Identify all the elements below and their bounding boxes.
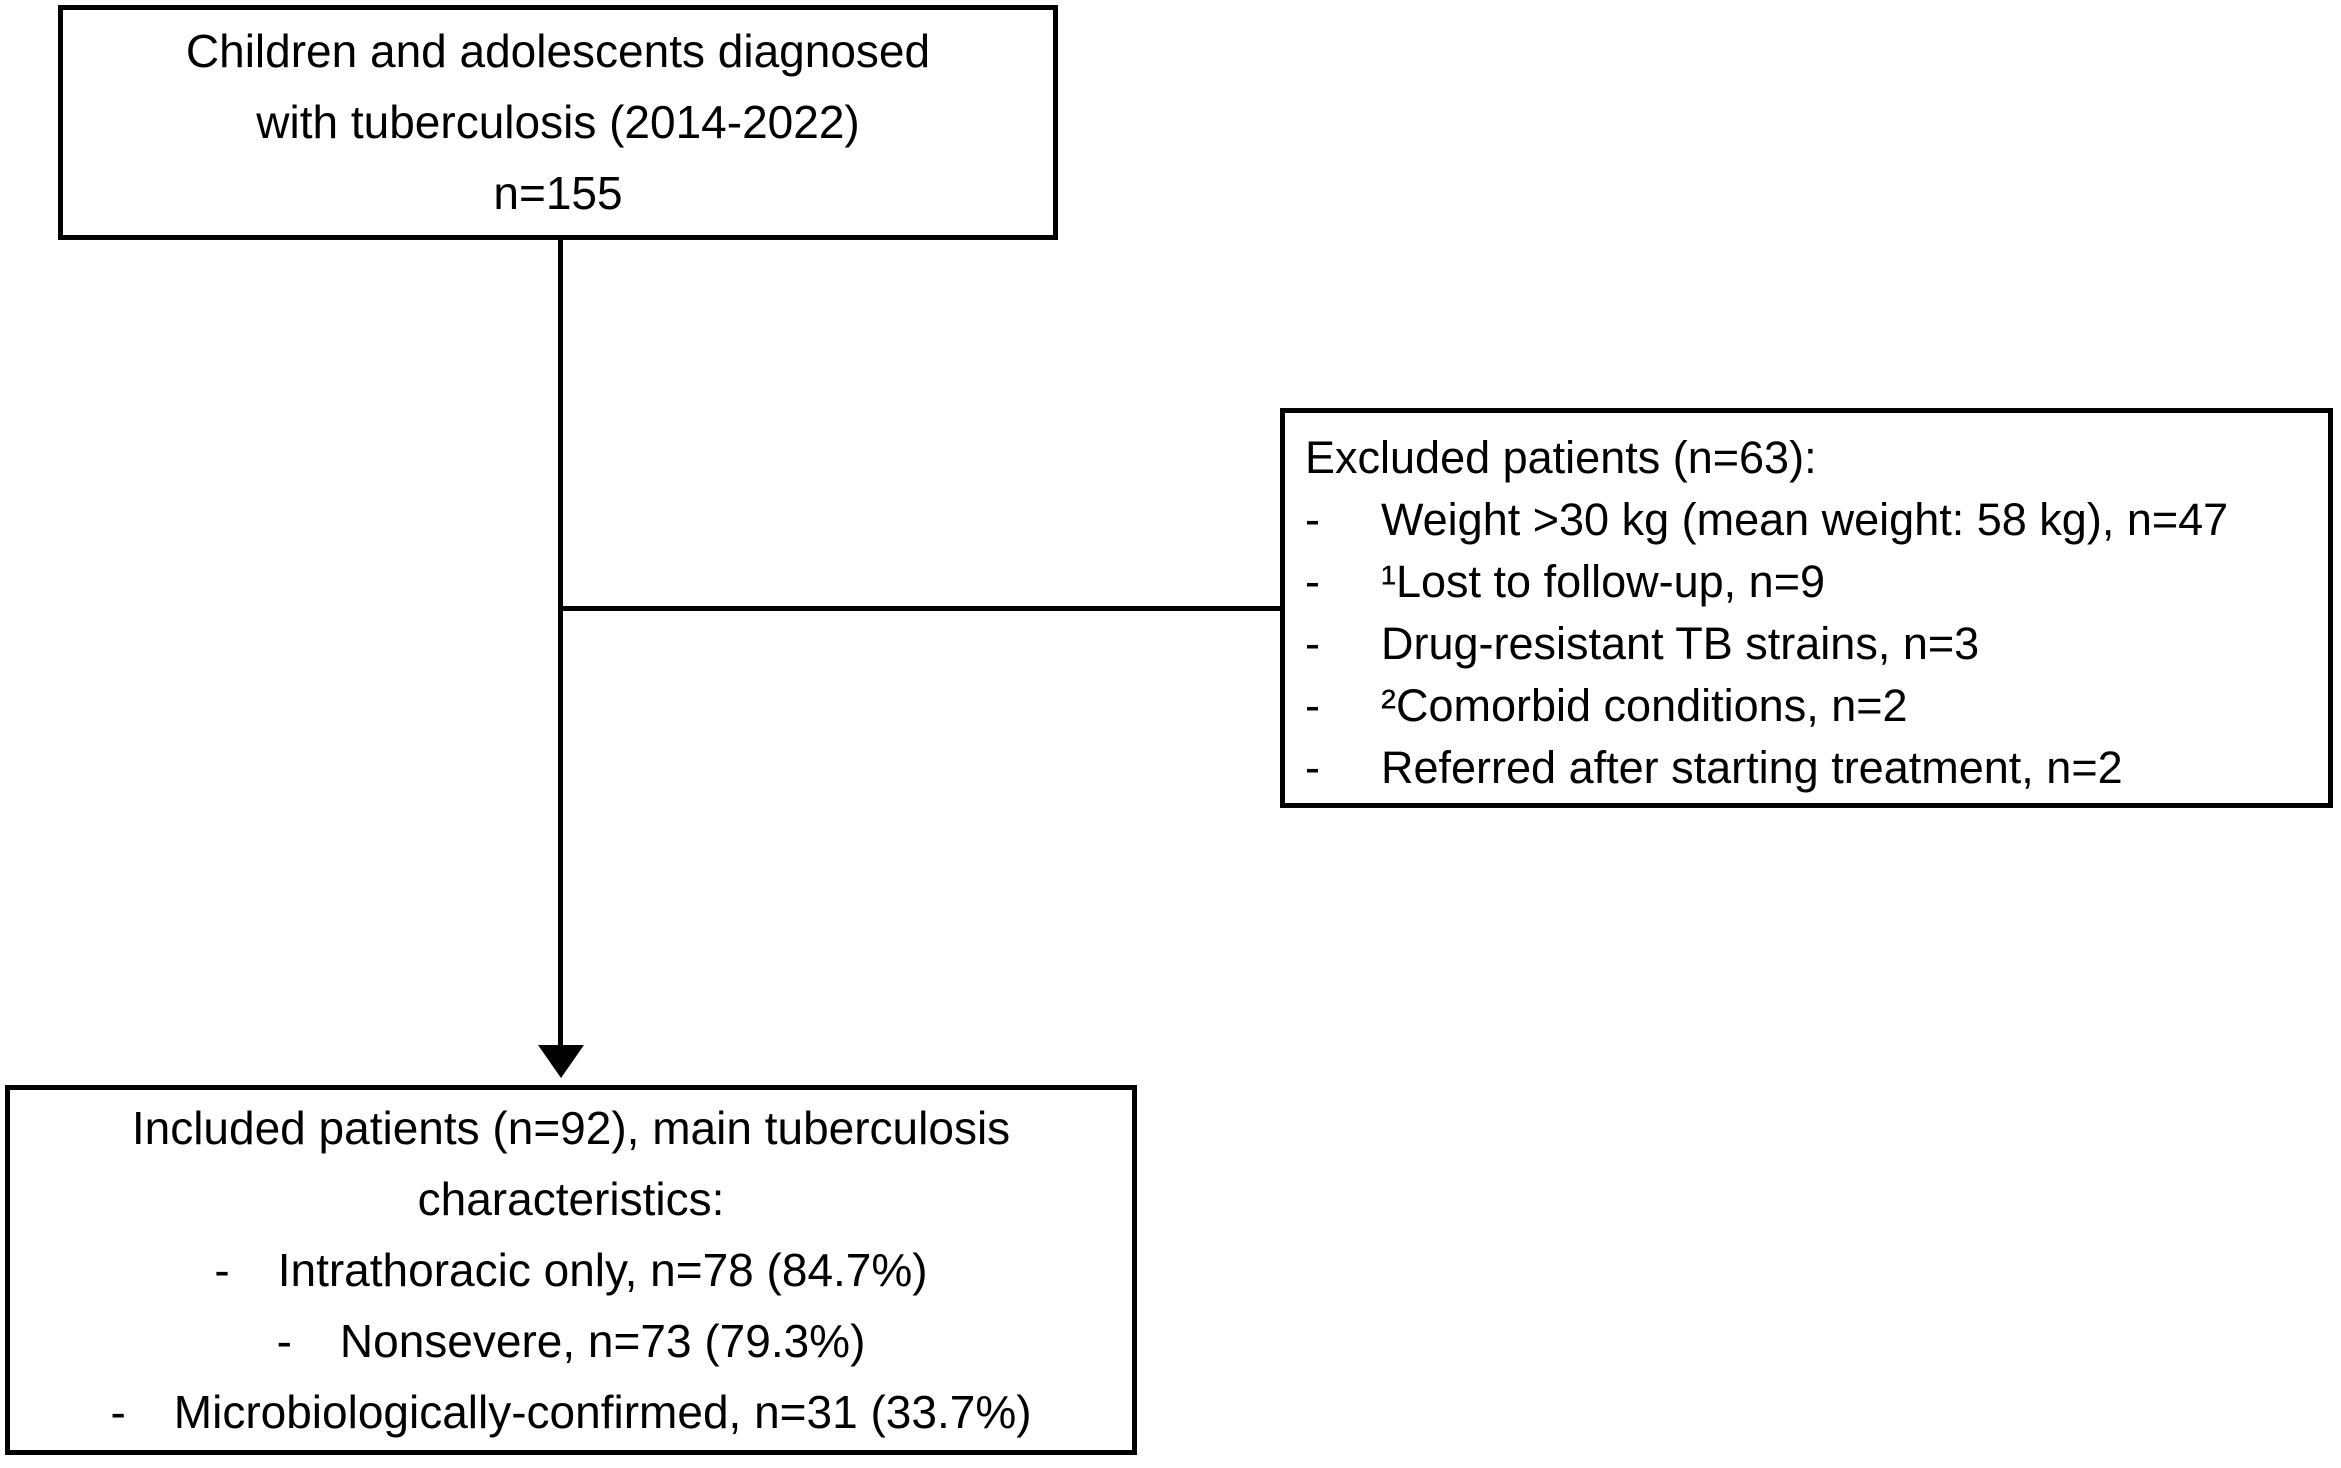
included-item: - Nonsevere, n=73 (79.3%) — [277, 1306, 866, 1377]
included-item-text: Nonsevere, n=73 (79.3%) — [339, 1314, 866, 1367]
excluded-item: - ¹Lost to follow-up, n=9 — [1305, 551, 2310, 613]
source-population-box: Children and adolescents diagnosed with … — [58, 5, 1058, 240]
excluded-item: - Drug-resistant TB strains, n=3 — [1305, 613, 2310, 675]
bullet-dash: - — [1305, 742, 1320, 793]
bullet-dash: - — [276, 1314, 292, 1367]
included-item-text: Intrathoracic only, n=78 (84.7%) — [277, 1243, 928, 1296]
excluded-title: Excluded patients (n=63): — [1305, 432, 1817, 483]
included-title-line-1: Included patients (n=92), main tuberculo… — [131, 1101, 1011, 1154]
excluded-patients-box: Excluded patients (n=63): - Weight >30 k… — [1280, 408, 2333, 808]
included-item: - Intrathoracic only, n=78 (84.7%) — [214, 1235, 927, 1306]
bullet-dash: - — [1305, 680, 1320, 731]
bullet-dash: - — [214, 1243, 230, 1296]
bullet-dash: - — [1305, 494, 1320, 545]
excluded-item-text: Referred after starting treatment, n=2 — [1381, 742, 2123, 793]
bullet-dash: - — [1305, 618, 1320, 669]
source-population-line-1: Children and adolescents diagnosed — [185, 25, 931, 77]
included-item: - Microbiologically-confirmed, n=31 (33.… — [110, 1377, 1031, 1448]
excluded-item: - Weight >30 kg (mean weight: 58 kg), n=… — [1305, 489, 2310, 551]
excluded-item-text: Drug-resistant TB strains, n=3 — [1381, 618, 1980, 669]
source-population-count: n=155 — [493, 167, 623, 219]
connector-horizontal-line — [561, 606, 1280, 611]
included-item-text: Microbiologically-confirmed, n=31 (33.7%… — [173, 1385, 1032, 1438]
excluded-item-text: ²Comorbid conditions, n=2 — [1381, 680, 1908, 731]
source-population-line-2: with tuberculosis (2014-2022) — [256, 96, 860, 148]
bullet-dash: - — [110, 1385, 126, 1438]
excluded-item-text: Weight >30 kg (mean weight: 58 kg), n=47 — [1381, 494, 2229, 545]
arrow-down-icon — [538, 1045, 584, 1078]
excluded-item-text: ¹Lost to follow-up, n=9 — [1381, 556, 1826, 607]
excluded-item: - ²Comorbid conditions, n=2 — [1305, 675, 2310, 737]
included-title-line-2: characteristics: — [417, 1172, 725, 1225]
included-patients-box: Included patients (n=92), main tuberculo… — [5, 1085, 1137, 1455]
connector-vertical-line — [558, 240, 563, 1046]
bullet-dash: - — [1305, 556, 1320, 607]
excluded-item: - Referred after starting treatment, n=2 — [1305, 737, 2310, 799]
